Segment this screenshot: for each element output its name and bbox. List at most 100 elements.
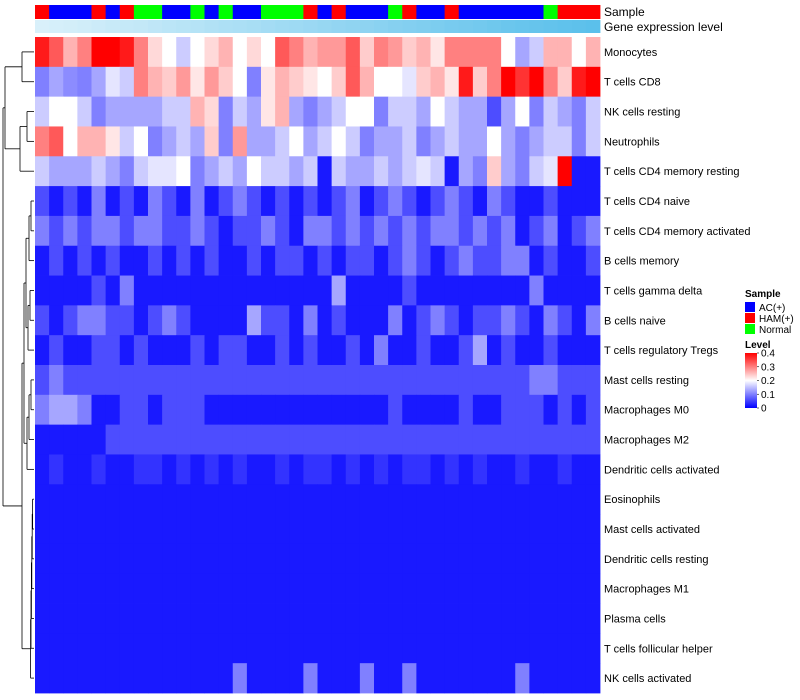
heatmap-cell [63, 365, 78, 396]
heatmap-cell [246, 424, 262, 455]
heatmap-cell [232, 156, 248, 187]
heatmap-cell [585, 365, 601, 396]
heatmap-cell [374, 335, 389, 366]
heatmap-cell [402, 663, 417, 694]
heatmap-cell [91, 335, 107, 366]
sample-annotation-cell [515, 5, 530, 19]
heatmap-cell [585, 245, 601, 276]
heatmap-cell [246, 633, 262, 664]
heatmap-cell [63, 66, 78, 98]
heatmap-cell [515, 514, 530, 545]
heatmap-cell [557, 335, 573, 366]
heatmap-cell [487, 573, 502, 604]
heatmap-cell [557, 66, 573, 98]
heatmap-cell [458, 156, 474, 187]
heatmap-cell [444, 66, 460, 98]
heatmap-cell [148, 96, 163, 127]
heatmap-cell [543, 96, 559, 127]
heatmap-cell [204, 514, 220, 545]
heatmap-cell [472, 514, 488, 545]
heatmap-cell [105, 186, 121, 217]
sample-annotation-cell [148, 5, 163, 19]
heatmap-cell [190, 365, 205, 396]
heatmap-cell [501, 275, 516, 306]
heatmap-cell [402, 424, 417, 455]
heatmap-cell [133, 96, 149, 127]
heatmap-cell [204, 424, 220, 455]
heatmap-cell [472, 663, 488, 694]
heatmap-cell [345, 126, 361, 157]
expression-annotation-cell [585, 20, 601, 33]
heatmap-cell [91, 305, 107, 336]
heatmap-cell [246, 126, 262, 157]
heatmap-cell [515, 245, 530, 276]
heatmap-cell [49, 96, 64, 127]
heatmap-cell [190, 275, 205, 306]
heatmap-cell [487, 603, 502, 634]
heatmap-cell [416, 335, 431, 366]
heatmap-cell [374, 514, 389, 545]
heatmap-cell [430, 514, 446, 545]
heatmap-cell [317, 186, 333, 217]
heatmap-cell [49, 305, 64, 336]
heatmap-cell [91, 573, 107, 604]
heatmap-cell [388, 156, 403, 187]
sample-annotation-cell [444, 5, 460, 19]
heatmap-cell [529, 484, 544, 515]
heatmap-cell [218, 305, 234, 336]
heatmap-cell [162, 514, 177, 545]
heatmap-cell [119, 514, 135, 545]
heatmap-cell [190, 573, 205, 604]
heatmap-cell [501, 514, 516, 545]
heatmap-cell [261, 305, 276, 336]
heatmap-cell [176, 37, 191, 68]
heatmap-cell [303, 96, 318, 127]
heatmap-cell [317, 573, 333, 604]
heatmap-cell [232, 37, 248, 68]
heatmap-cell [232, 305, 248, 336]
heatmap-cell [91, 275, 107, 306]
heatmap-cell [487, 305, 502, 336]
heatmap-cell [585, 305, 601, 336]
heatmap-cell [557, 186, 573, 217]
heatmap-cell [458, 543, 474, 575]
legend-level-tick-label: 0.4 [761, 349, 775, 360]
heatmap-cell [317, 37, 333, 68]
heatmap-cell [529, 96, 544, 127]
heatmap-cell [345, 514, 361, 545]
heatmap-cell [388, 633, 403, 664]
heatmap-cell [317, 543, 333, 575]
heatmap-cell [275, 543, 290, 575]
heatmap-cell [176, 156, 191, 187]
heatmap-cell [472, 394, 488, 426]
heatmap-cell [416, 454, 431, 485]
heatmap-cell [543, 37, 559, 68]
heatmap-cell [105, 215, 121, 247]
heatmap-cell [148, 156, 163, 187]
heatmap-cell [557, 603, 573, 634]
heatmap-cell [515, 603, 530, 634]
heatmap-cell [458, 514, 474, 545]
heatmap-cell [91, 215, 107, 247]
heatmap-cell [105, 365, 121, 396]
expression-annotation-cell [543, 20, 559, 33]
heatmap-cell [501, 603, 516, 634]
heatmap-cell [585, 215, 601, 247]
heatmap-cell [49, 394, 64, 426]
heatmap-cell [430, 335, 446, 366]
heatmap-cell [331, 37, 347, 68]
heatmap-cell [63, 37, 78, 68]
sample-annotation-cell [176, 5, 191, 19]
heatmap-cell [585, 603, 601, 634]
heatmap-cell [77, 215, 92, 247]
heatmap-cell [162, 215, 177, 247]
heatmap-cell [557, 275, 573, 306]
heatmap-cell [317, 126, 333, 157]
sample-annotation-cell [529, 5, 544, 19]
sample-annotation-cell [557, 5, 573, 19]
heatmap-cell [35, 484, 50, 515]
heatmap-cell [105, 66, 121, 98]
sample-annotation-cell [585, 5, 601, 19]
row-label: Dendritic cells resting [604, 554, 709, 566]
heatmap-cell [402, 365, 417, 396]
